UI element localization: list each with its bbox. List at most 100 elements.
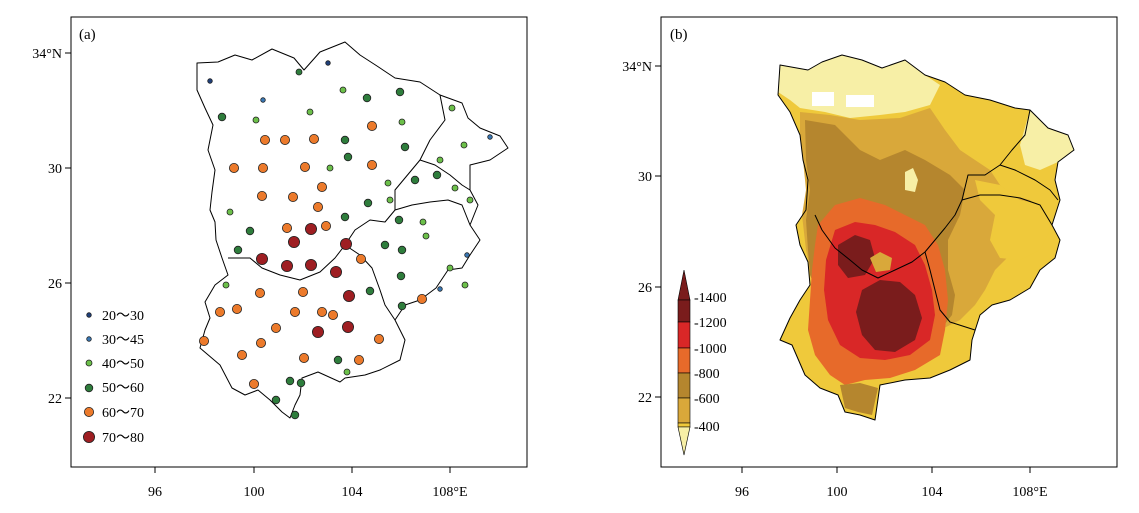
station-marker [287,235,300,248]
panel-a-internal-boundary-4 [419,159,471,191]
y-tick-label: 30 [638,170,652,185]
station-marker [207,78,213,84]
y-tick-label: 26 [48,277,62,292]
station-marker [380,240,390,250]
station-marker [320,220,331,231]
x-tick-label: 100 [244,485,265,500]
station-marker [256,190,267,201]
station-marker [461,281,469,289]
station-marker [298,352,309,363]
panel-b-internal-boundary-2 [961,194,1053,226]
legend-label-2: 40～50 [102,357,144,372]
station-marker [326,164,334,172]
station-marker [395,87,405,97]
station-marker [384,179,392,187]
legend-label-4: 60～70 [102,406,144,421]
station-marker [308,133,319,144]
panel-a: (a) [32,16,528,500]
colorbar-label-5: -400 [694,420,720,435]
station-marker [342,289,355,302]
station-marker [448,104,456,112]
station-marker [270,322,281,333]
colorbar-label-4: -600 [694,392,720,407]
station-marker [231,303,242,314]
colorbar-swatch-1 [677,321,691,349]
legend-label-0: 20～30 [102,309,144,324]
panel-a-internal-boundary-2 [394,199,471,226]
station-marker [397,301,407,311]
panel-b-colorbar: -1400 -1200 -1000 -800 -600 -400 [677,269,727,456]
station-marker [362,93,372,103]
station-marker [312,201,323,212]
station-marker [329,265,342,278]
panel-b-label: (b) [670,27,688,43]
station-marker [316,181,327,192]
panel-b-missing-cell [812,92,834,106]
station-marker [353,354,364,365]
station-marker [396,271,406,281]
station-marker [281,222,292,233]
colorbar-label-1: -1200 [694,316,727,331]
station-marker [260,97,266,103]
station-marker [311,325,324,338]
colorbar-swatch-0 [677,299,691,323]
y-tick-label: 22 [638,391,652,406]
station-marker [436,156,444,164]
station-marker [400,142,410,152]
station-marker [432,170,442,180]
station-marker [386,196,394,204]
panel-b-region-outline [777,54,1075,421]
legend-marker-1 [86,336,92,342]
station-marker [340,212,350,222]
station-marker [464,252,470,258]
station-marker [252,116,260,124]
station-marker [297,286,308,297]
x-tick-label: 96 [735,485,749,500]
station-marker [446,264,454,272]
legend-label-5: 70～80 [102,431,144,446]
station-marker [366,159,377,170]
station-marker [289,306,300,317]
legend-marker-0 [86,312,92,318]
station-marker [460,141,468,149]
station-marker [233,245,243,255]
station-marker [306,108,314,116]
station-marker [394,215,404,225]
colorbar-label-0: -1400 [694,291,727,306]
station-marker [365,286,375,296]
colorbar-arrow-top [677,269,691,301]
station-marker [299,161,310,172]
legend-marker-3 [84,383,94,393]
station-marker [257,162,268,173]
panel-b-pale-east [1020,110,1074,170]
y-tick-label: 22 [48,392,62,407]
station-marker [398,118,406,126]
panel-a-x-axis: 96 100 104 108°E [148,467,468,500]
colorbar-swatch-3 [677,372,691,399]
station-marker [341,320,354,333]
station-marker [304,222,317,235]
station-marker [255,252,268,265]
y-tick-label: 34°N [32,47,62,62]
panel-b-x-axis: 96 100 104 108°E [735,467,1048,500]
panel-b-ochre-south [840,383,878,415]
station-marker [487,134,493,140]
x-tick-label: 104 [922,485,943,500]
station-marker [226,208,234,216]
x-tick-label: 104 [342,485,363,500]
station-marker [437,286,443,292]
station-marker [419,218,427,226]
station-marker [327,309,338,320]
panel-b-internal-boundary-3 [924,251,976,331]
panel-a-label: (a) [79,27,96,43]
station-marker [304,258,317,271]
station-marker [287,191,298,202]
legend-marker-5 [83,430,96,443]
panel-b-darkred-zone [856,280,922,352]
station-marker [333,355,343,365]
legend-label-1: 30～45 [102,333,144,348]
y-tick-label: 30 [48,162,62,177]
station-marker [214,306,225,317]
station-marker [422,232,430,240]
station-marker [279,134,290,145]
